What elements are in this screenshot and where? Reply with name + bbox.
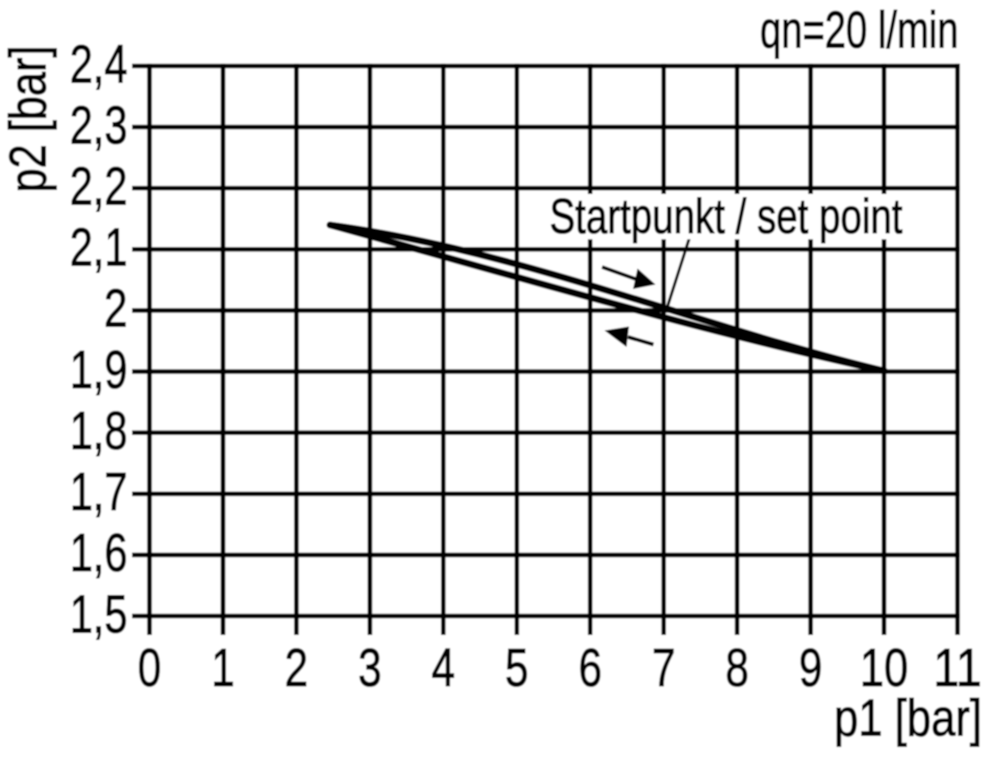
svg-text:3: 3	[358, 638, 382, 698]
svg-text:9: 9	[799, 638, 823, 698]
svg-text:11: 11	[933, 638, 982, 698]
svg-text:10: 10	[860, 638, 909, 698]
svg-text:1,7: 1,7	[70, 462, 128, 522]
svg-text:0: 0	[138, 638, 162, 698]
svg-text:2: 2	[285, 638, 309, 698]
svg-text:6: 6	[578, 638, 602, 698]
svg-text:1: 1	[211, 638, 235, 698]
svg-text:p2 [bar]: p2 [bar]	[0, 46, 58, 193]
svg-text:1,5: 1,5	[70, 584, 128, 644]
svg-text:5: 5	[505, 638, 529, 698]
svg-text:qn=20 l/min: qn=20 l/min	[760, 2, 959, 60]
svg-text:1,9: 1,9	[70, 340, 128, 400]
svg-text:7: 7	[652, 638, 676, 698]
svg-text:Startpunkt / set point: Startpunkt / set point	[550, 190, 903, 244]
svg-text:2,3: 2,3	[70, 95, 128, 155]
svg-text:2: 2	[104, 279, 128, 339]
svg-text:2,1: 2,1	[70, 218, 128, 278]
svg-text:p1 [bar]: p1 [bar]	[834, 690, 982, 748]
svg-text:4: 4	[432, 638, 456, 698]
svg-text:1,8: 1,8	[70, 401, 128, 461]
svg-text:2,2: 2,2	[70, 157, 128, 217]
svg-text:8: 8	[725, 638, 749, 698]
svg-text:1,6: 1,6	[70, 523, 128, 583]
svg-text:2,4: 2,4	[70, 34, 128, 94]
